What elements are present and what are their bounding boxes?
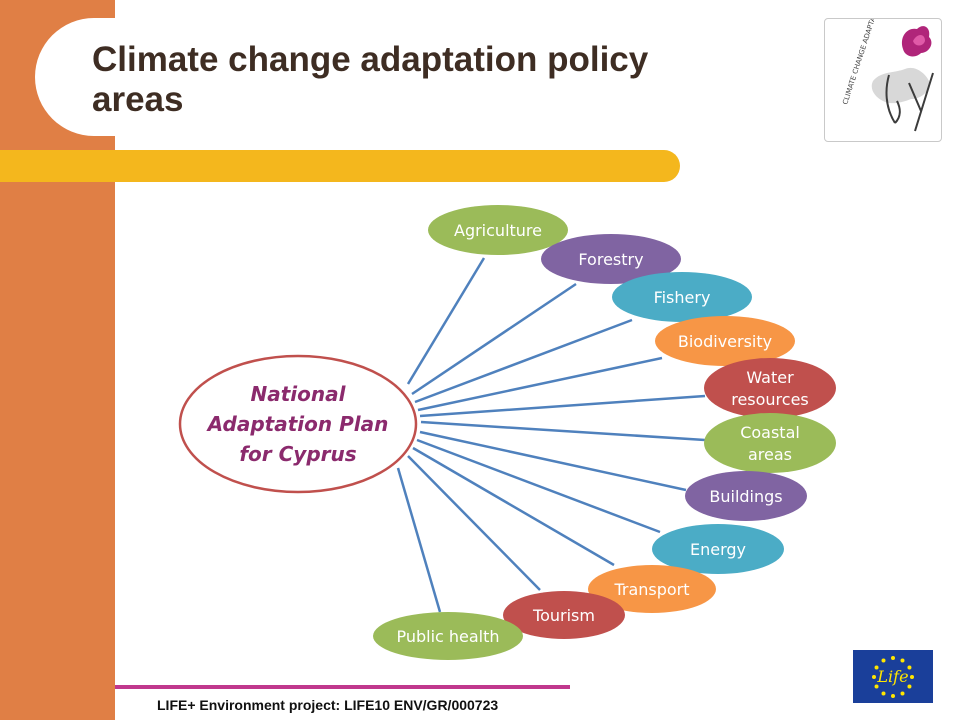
policy-area-node: Coastal areas <box>704 413 836 473</box>
policy-area-ellipse <box>655 316 795 366</box>
connector-line <box>412 446 615 567</box>
policy-area-label: Agriculture <box>454 221 542 240</box>
policy-area-label: Public health <box>396 627 499 646</box>
policy-area-node: Energy <box>652 524 784 574</box>
policy-area-node: Agriculture <box>428 205 568 255</box>
footer-project-label: LIFE+ Environment project: LIFE10 ENV/GR… <box>157 697 499 713</box>
eu-star-icon <box>891 656 895 660</box>
climate-adaptation-cy-logo: CLIMATE CHANGE ADAPTATION <box>824 0 942 142</box>
connector-line <box>416 438 661 534</box>
policy-area-ellipse <box>652 524 784 574</box>
eu-star-icon <box>910 675 914 679</box>
connector-line <box>406 257 486 385</box>
policy-area-label: areas <box>748 445 792 464</box>
eu-star-icon <box>891 694 895 698</box>
policy-area-ellipse <box>373 612 523 660</box>
policy-area-node: Water resources <box>704 358 836 418</box>
policy-area-label: resources <box>731 390 809 409</box>
eu-star-icon <box>874 684 879 689</box>
policy-area-ellipse <box>503 591 625 639</box>
title-underline-bar <box>0 150 680 182</box>
policy-area-ellipse <box>588 565 716 613</box>
center-label-line-3: for Cyprus <box>239 442 356 466</box>
center-node: National Adaptation Plan for Cyprus <box>178 354 418 494</box>
policy-area-node: Buildings <box>685 471 807 521</box>
connector-line <box>407 455 541 591</box>
center-label-line-1: National <box>251 382 347 406</box>
slide-title: Climate change adaptation policy areas <box>92 40 649 119</box>
policy-area-node: Tourism <box>503 591 625 639</box>
eu-star-icon <box>874 665 879 670</box>
policy-area-node: Transport <box>588 565 716 613</box>
connector-line <box>419 430 687 492</box>
policy-area-label: Transport <box>613 580 689 599</box>
policy-area-label: Energy <box>690 540 746 559</box>
policy-area-node: Public health <box>373 612 523 660</box>
policy-area-label: Biodiversity <box>678 332 772 351</box>
connector-line <box>411 282 577 396</box>
center-label-line-2: Adaptation Plan <box>206 412 389 436</box>
policy-area-node: Fishery <box>612 272 752 322</box>
policy-area-node: Biodiversity <box>655 316 795 366</box>
policy-area-label: Forestry <box>578 250 643 269</box>
policy-area-label: Tourism <box>532 606 595 625</box>
life-logo-text: Life <box>876 667 908 686</box>
policy-area-ellipse <box>704 358 836 418</box>
eu-star-icon <box>881 691 886 696</box>
policy-area-nodes: Agriculture Forestry Fishery Biodiversity Wa… <box>373 205 836 660</box>
policy-area-ellipse <box>428 205 568 255</box>
eu-life-logo: Life <box>853 650 933 703</box>
connector-line <box>420 420 706 442</box>
policy-area-label: Water <box>746 368 794 387</box>
center-ellipse <box>178 354 418 494</box>
footer-divider <box>115 685 570 689</box>
connector-line <box>417 356 663 412</box>
policy-area-label: Coastal <box>740 423 800 442</box>
policy-area-label: Buildings <box>709 487 782 506</box>
connector-line <box>419 394 706 418</box>
connectors <box>396 257 706 613</box>
policy-area-ellipse <box>541 234 681 284</box>
title-tab <box>35 18 675 136</box>
policy-area-label: Fishery <box>654 288 711 307</box>
eu-star-icon <box>872 675 876 679</box>
life-logo-graphic: Life <box>872 656 914 698</box>
policy-area-node: Forestry <box>541 234 681 284</box>
policy-area-ellipse <box>704 413 836 473</box>
eu-star-icon <box>900 691 905 696</box>
eu-star-icon <box>907 665 912 670</box>
eu-star-icon <box>900 658 905 663</box>
eu-star-icon <box>881 658 886 663</box>
connector-line <box>414 318 633 404</box>
policy-area-ellipse <box>612 272 752 322</box>
connector-line <box>396 467 442 613</box>
policy-area-ellipse <box>685 471 807 521</box>
eu-star-icon <box>907 684 912 689</box>
